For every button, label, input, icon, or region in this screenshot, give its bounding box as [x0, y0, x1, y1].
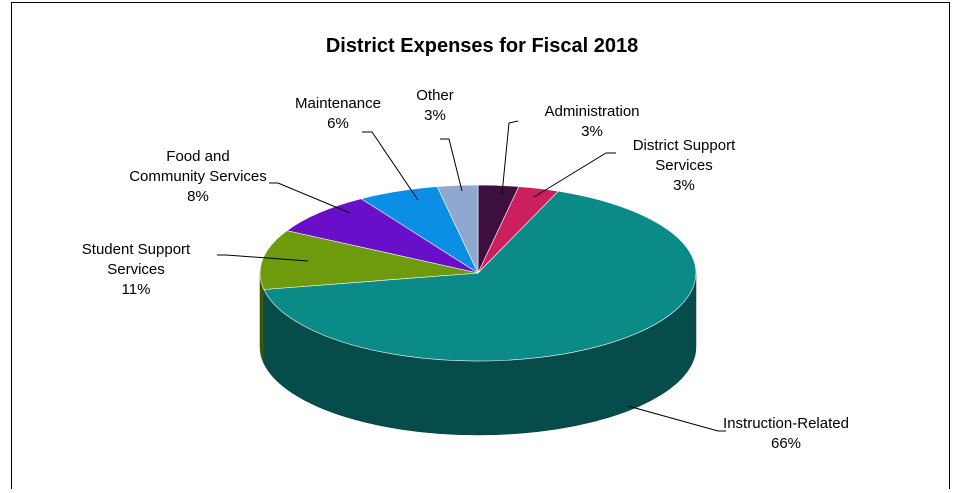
- pie-slice-instruction-related: [263, 190, 697, 362]
- slice-label-student-support-services: Student Support Services 11%: [82, 241, 191, 298]
- slice-name-food-and-community-services: Community Services: [129, 168, 267, 185]
- slice-label-maintenance: Maintenance 6%: [295, 95, 381, 132]
- slice-value-student-support-services: 11%: [122, 281, 151, 298]
- slice-name-district-support-services: Services: [655, 157, 713, 174]
- leader-line-district-support-services: [533, 152, 616, 198]
- slice-name-instruction-related: Instruction-Related: [723, 415, 849, 432]
- slice-name-other: Other: [416, 87, 454, 104]
- slice-name-maintenance: Maintenance: [295, 95, 381, 112]
- pie-top-layer: [259, 184, 697, 362]
- chart-frame: District Expenses for Fiscal 2018 Admini…: [11, 2, 950, 489]
- leader-line-other: [440, 138, 463, 192]
- slice-name-student-support-services: Student Support: [82, 241, 191, 258]
- slice-value-administration: 3%: [581, 123, 603, 140]
- slice-label-instruction-related: Instruction-Related 66%: [723, 415, 849, 452]
- slice-name-administration: Administration: [544, 103, 639, 120]
- leader-line-student-support-services: [217, 254, 309, 262]
- slice-label-administration: Administration 3%: [544, 103, 639, 140]
- slice-value-instruction-related: 66%: [771, 435, 801, 452]
- slice-value-district-support-services: 3%: [673, 177, 695, 194]
- pie-slice-food-and-community-services: [286, 198, 479, 274]
- leader-lines: [217, 120, 726, 432]
- slice-value-maintenance: 6%: [327, 115, 349, 132]
- pie-slice-other: [436, 184, 479, 274]
- leader-line-administration: [501, 120, 519, 195]
- leader-line-food-and-community-services: [269, 182, 351, 214]
- slice-name-food-and-community-services: Food and: [166, 148, 229, 165]
- pie-chart: District Expenses for Fiscal 2018 Admini…: [82, 35, 849, 452]
- leader-line-maintenance: [362, 131, 419, 201]
- slice-label-other: Other 3%: [416, 87, 454, 124]
- slice-label-food-and-community-services: Food and Community Services 8%: [129, 148, 267, 205]
- leader-line-instruction-related: [627, 405, 726, 432]
- slice-label-district-support-services: District Support Services 3%: [633, 137, 736, 194]
- slice-value-other: 3%: [424, 107, 446, 124]
- slice-value-food-and-community-services: 8%: [187, 188, 209, 205]
- chart-title: District Expenses for Fiscal 2018: [326, 35, 638, 57]
- slice-labels: Administration 3% District Support Services…: [82, 87, 849, 452]
- pie-slice-student-support-services: [259, 230, 479, 290]
- slice-name-student-support-services: Services: [107, 261, 165, 278]
- slice-name-district-support-services: District Support: [633, 137, 736, 154]
